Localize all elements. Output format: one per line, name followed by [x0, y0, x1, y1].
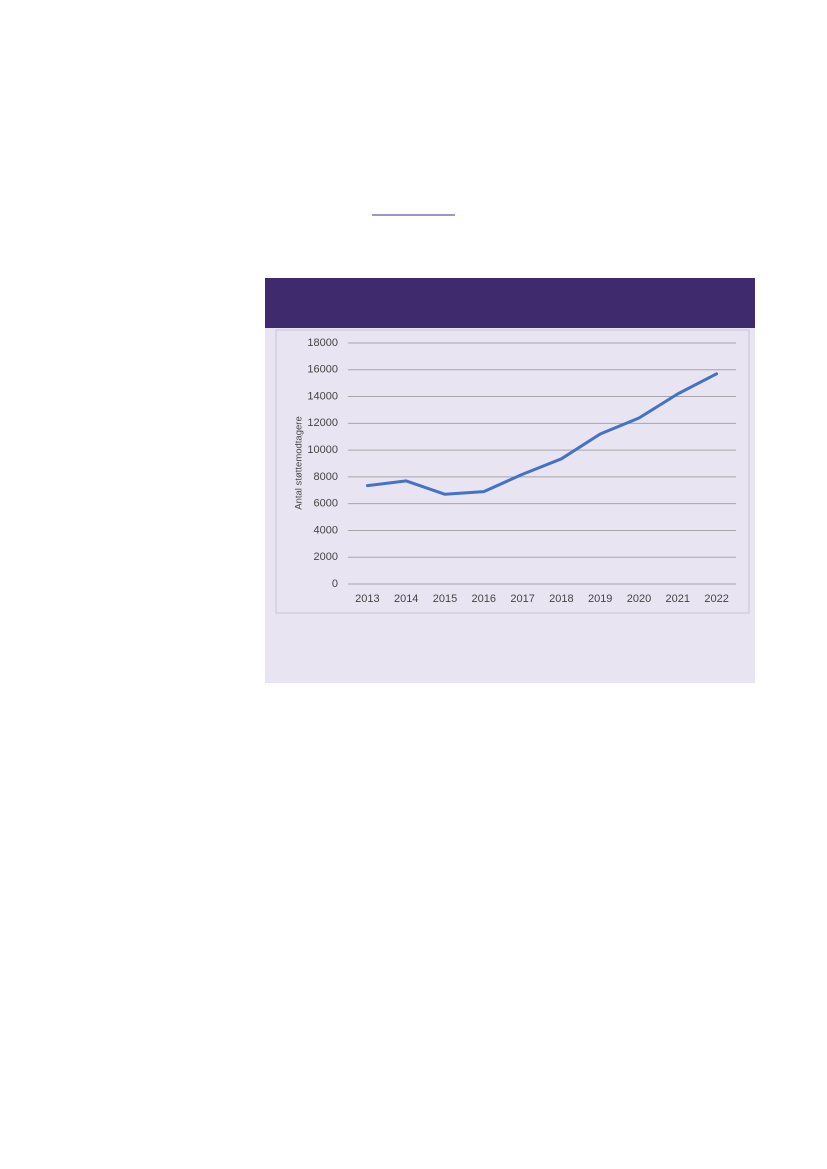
x-tick-label: 2018 [549, 593, 573, 605]
x-tick-label: 2015 [433, 593, 457, 605]
y-tick-label: 16000 [307, 364, 338, 376]
y-tick-label: 2000 [314, 551, 338, 563]
figure-header [265, 278, 755, 328]
x-tick-label: 2017 [510, 593, 534, 605]
x-tick-label: 2020 [627, 593, 651, 605]
y-tick-label: 10000 [307, 444, 338, 456]
y-tick-label: 12000 [307, 417, 338, 429]
x-tick-label: 2016 [472, 593, 496, 605]
x-tick-label: 2014 [394, 593, 418, 605]
y-tick-label: 0 [332, 578, 338, 590]
y-tick-label: 14000 [307, 390, 338, 402]
x-tick-label: 2022 [704, 593, 728, 605]
y-tick-label: 6000 [314, 498, 338, 510]
y-tick-label: 8000 [314, 471, 338, 483]
y-tick-label: 4000 [314, 524, 338, 536]
x-tick-label: 2013 [355, 593, 379, 605]
y-axis-label: Antal støttemodtagere [294, 416, 305, 509]
x-tick-label: 2019 [588, 593, 612, 605]
y-tick-label: 18000 [307, 337, 338, 349]
chart-area [275, 329, 750, 614]
x-tick-label: 2021 [666, 593, 690, 605]
data-line [365, 372, 719, 496]
